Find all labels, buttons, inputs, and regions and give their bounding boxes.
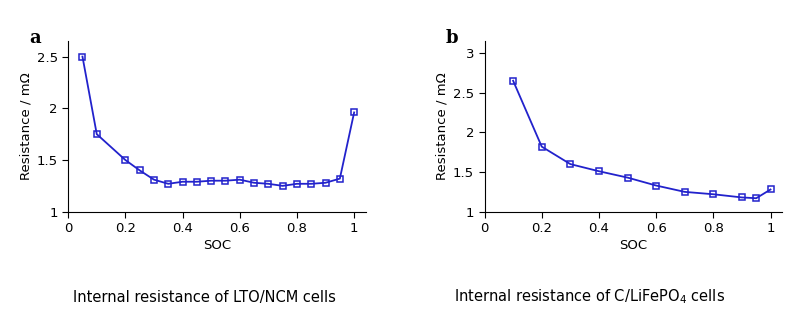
Y-axis label: Resistance / mΩ: Resistance / mΩ: [19, 73, 32, 180]
Text: Internal resistance of C/LiFePO$_4$ cells: Internal resistance of C/LiFePO$_4$ cell…: [454, 288, 725, 307]
Text: Internal resistance of LTO/NCM cells: Internal resistance of LTO/NCM cells: [73, 289, 336, 305]
Text: b: b: [446, 29, 459, 47]
Text: a: a: [30, 29, 41, 47]
X-axis label: SOC: SOC: [619, 239, 647, 252]
X-axis label: SOC: SOC: [203, 239, 231, 252]
Y-axis label: Resistance / mΩ: Resistance / mΩ: [435, 73, 449, 180]
